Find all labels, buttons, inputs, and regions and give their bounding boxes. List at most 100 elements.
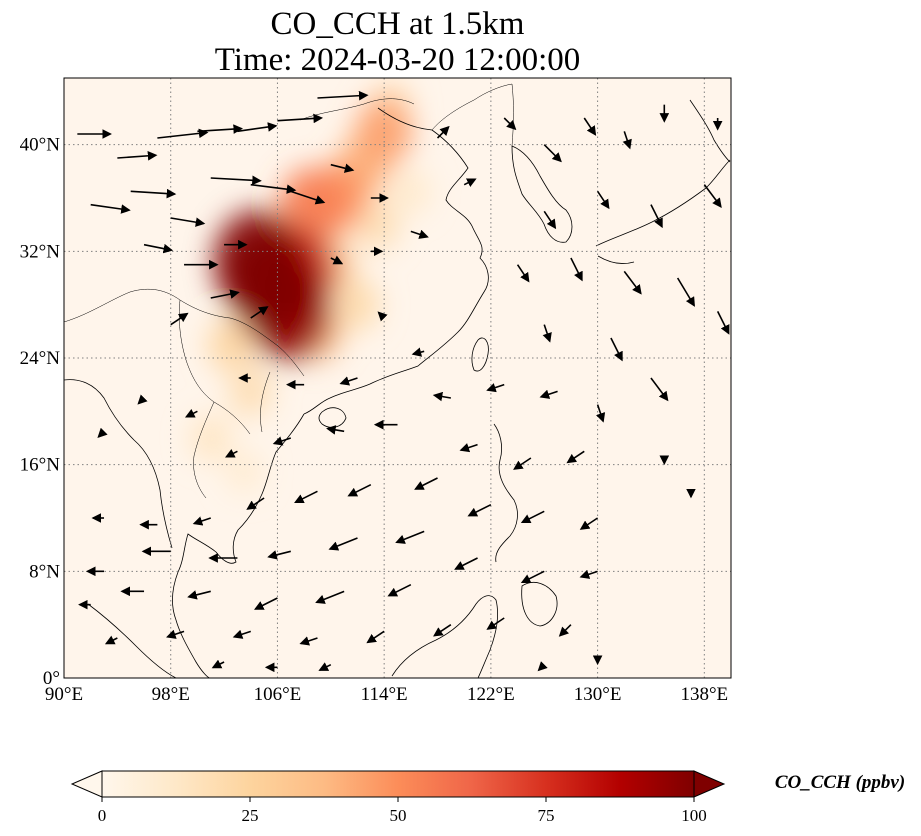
wind-arrow bbox=[676, 277, 695, 307]
wind-arrow bbox=[224, 448, 238, 458]
wind-arrow bbox=[432, 391, 451, 402]
wind-arrow bbox=[197, 124, 243, 134]
wind-arrow bbox=[579, 569, 598, 579]
gridlines bbox=[64, 78, 731, 678]
wind-arrow bbox=[170, 312, 189, 326]
concentration-patch bbox=[356, 199, 399, 250]
wind-arrow bbox=[454, 557, 478, 570]
country-borders bbox=[64, 83, 514, 499]
coastline-japan bbox=[595, 99, 731, 264]
lon-tick-label: 122°E bbox=[467, 684, 515, 705]
wind-arrow bbox=[513, 457, 532, 470]
wind-arrow bbox=[463, 178, 477, 188]
colorbar-gradient bbox=[101, 770, 695, 798]
wind-arrow bbox=[290, 190, 326, 205]
colorbar-tick-label: 50 bbox=[390, 806, 407, 825]
wind-arrow bbox=[237, 122, 278, 133]
colorbar-tick-label: 25 bbox=[242, 806, 259, 825]
wind-arrow bbox=[467, 503, 492, 517]
wind-arrow bbox=[486, 617, 505, 630]
wind-arrow bbox=[579, 517, 599, 530]
wind-arrow bbox=[486, 383, 505, 393]
lon-tick-label: 138°E bbox=[680, 684, 728, 705]
wind-arrow bbox=[250, 183, 297, 194]
latitude-axis: 0° 8°N 16°N 24°N 32°N 40°N bbox=[20, 135, 61, 689]
map-frame bbox=[63, 77, 732, 679]
wind-arrow bbox=[330, 163, 355, 173]
lat-tick-label: 8°N bbox=[29, 561, 60, 582]
lat-tick-label: 40°N bbox=[20, 135, 61, 156]
wind-arrow bbox=[326, 425, 345, 435]
wind-arrow bbox=[543, 144, 562, 163]
wind-arrow bbox=[520, 570, 545, 584]
wind-arrow bbox=[254, 597, 278, 610]
coastline-china bbox=[303, 107, 489, 415]
coastline-myanmar bbox=[64, 379, 173, 549]
wind-arrow bbox=[387, 583, 412, 597]
coastline-mindanao bbox=[521, 582, 558, 627]
wind-arrow bbox=[250, 306, 269, 319]
concentration-patch bbox=[335, 279, 380, 331]
colorbar-tick-label: 75 bbox=[538, 806, 555, 825]
title-line-1: CO_CCH at 1.5km bbox=[270, 6, 525, 42]
coastline-taiwan bbox=[471, 337, 489, 372]
coastline-sumatra bbox=[87, 603, 177, 678]
lon-tick-label: 130°E bbox=[574, 684, 622, 705]
concentration-patch bbox=[208, 318, 254, 372]
coastline-korea bbox=[511, 145, 573, 243]
concentration-patch bbox=[225, 449, 263, 493]
wind-arrow bbox=[117, 151, 158, 161]
coastline-borneo bbox=[391, 595, 498, 678]
wind-arrow bbox=[187, 590, 211, 600]
wind-arrow bbox=[192, 516, 211, 526]
lon-tick-label: 98°E bbox=[152, 684, 190, 705]
wind-arrow bbox=[414, 477, 438, 490]
wind-arrow bbox=[433, 624, 452, 637]
longitude-axis: 90°E 98°E 106°E 114°E 122°E 130°E 138°E bbox=[45, 684, 728, 705]
wind-arrow bbox=[570, 257, 583, 282]
wind-arrow bbox=[410, 229, 429, 239]
wind-arrow bbox=[317, 90, 369, 101]
wind-arrow bbox=[170, 217, 206, 227]
concentration-field bbox=[191, 80, 430, 493]
wind-arrow bbox=[596, 190, 610, 210]
wind-arrow bbox=[294, 490, 318, 504]
wind-arrow bbox=[104, 635, 118, 645]
wind-arrow bbox=[623, 270, 642, 295]
concentration-patch bbox=[355, 97, 413, 165]
wind-arrow bbox=[315, 590, 345, 604]
wind-arrow bbox=[232, 629, 252, 639]
lon-tick-label: 114°E bbox=[361, 684, 408, 705]
wind-vectors bbox=[77, 90, 730, 673]
map-area bbox=[63, 77, 732, 679]
wind-arrow bbox=[246, 497, 265, 510]
concentration-patch bbox=[191, 414, 231, 462]
lat-tick-label: 0° bbox=[43, 668, 60, 689]
wind-arrow bbox=[97, 427, 108, 438]
lon-tick-label: 90°E bbox=[45, 684, 83, 705]
wind-arrow bbox=[211, 659, 225, 669]
wind-arrow bbox=[436, 125, 450, 139]
wind-arrow bbox=[520, 510, 545, 524]
wind-arrow bbox=[210, 175, 262, 186]
map-background bbox=[64, 78, 731, 678]
wind-arrow bbox=[395, 530, 425, 544]
colorbar: 0 25 50 75 100 CO_CCH (ppbv) bbox=[70, 770, 905, 825]
figure-title: CO_CCH at 1.5km Time: 2024-03-20 12:00:0… bbox=[0, 6, 795, 78]
wind-arrow bbox=[377, 311, 388, 322]
lat-tick-label: 32°N bbox=[20, 241, 61, 262]
colorbar-label: CO_CCH (ppbv) bbox=[775, 772, 905, 793]
concentration-patch bbox=[229, 366, 272, 417]
wind-arrow bbox=[537, 661, 548, 672]
wind-arrow bbox=[703, 184, 722, 208]
wind-arrow bbox=[566, 450, 585, 464]
wind-arrow bbox=[543, 210, 557, 230]
wind-arrow bbox=[272, 436, 292, 446]
wind-arrow bbox=[610, 337, 623, 362]
concentration-patch bbox=[392, 169, 430, 214]
lat-tick-label: 24°N bbox=[20, 348, 61, 369]
coastline-luzon bbox=[493, 423, 518, 563]
wind-arrow bbox=[583, 117, 597, 136]
wind-arrow bbox=[184, 408, 198, 418]
wind-arrow bbox=[542, 324, 552, 343]
